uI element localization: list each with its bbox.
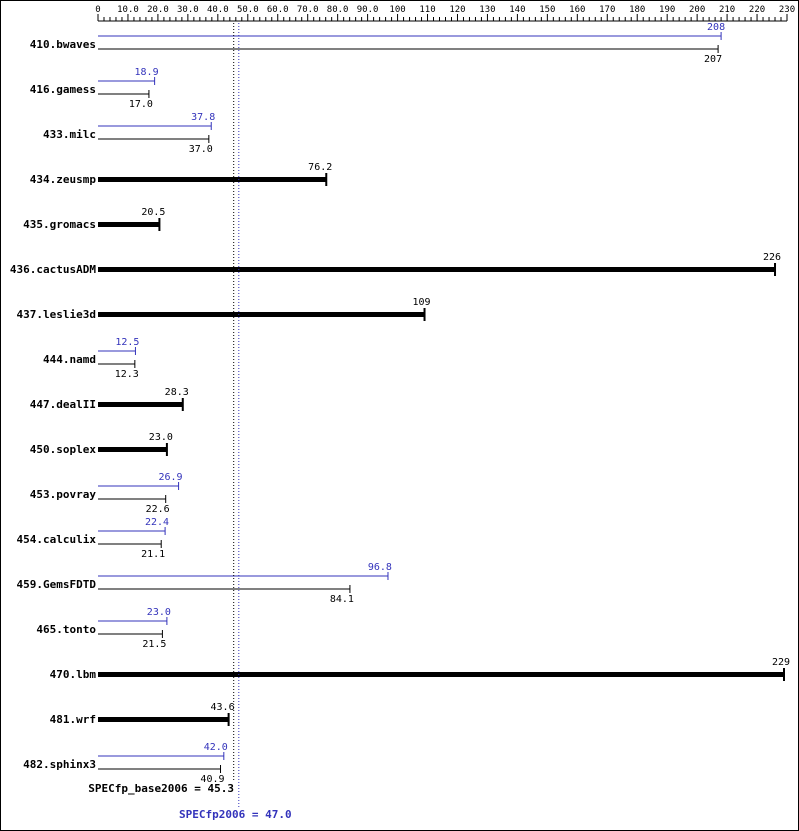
peak-value-label: 22.4 [145, 517, 169, 528]
base-summary-label: SPECfp_base2006 = 45.3 [88, 782, 234, 795]
base-value-label: 84.1 [330, 594, 354, 605]
benchmark-label: 410.bwaves [30, 38, 96, 51]
peak-value-label: 42.0 [204, 742, 228, 753]
base-bar-thick [98, 267, 776, 272]
axis-tick-label: 30.0 [177, 5, 199, 15]
base-bar-thick [98, 312, 425, 317]
axis-tick-label: 90.0 [357, 5, 379, 15]
axis-tick-label: 110 [419, 5, 435, 15]
base-value-label: 43.6 [211, 702, 235, 713]
axis-tick-label: 0 [95, 5, 100, 15]
base-bar-thick [98, 177, 327, 182]
benchmark-label: 435.gromacs [23, 218, 96, 231]
base-value-label: 37.0 [189, 144, 213, 155]
axis-tick-label: 60.0 [267, 5, 289, 15]
base-value-label: 40.9 [200, 774, 224, 785]
base-value-label: 76.2 [308, 162, 332, 173]
axis-tick-label: 80.0 [327, 5, 349, 15]
axis-tick-label: 160 [569, 5, 585, 15]
base-value-label: 28.3 [165, 387, 189, 398]
axis-tick-label: 20.0 [147, 5, 169, 15]
benchmark-label: 444.namd [43, 353, 96, 366]
benchmark-label: 465.tonto [36, 623, 96, 636]
peak-value-label: 37.8 [191, 112, 215, 123]
base-value-label: 109 [412, 297, 430, 308]
axis-tick-label: 130 [479, 5, 495, 15]
axis-tick-label: 220 [749, 5, 765, 15]
base-value-label: 17.0 [129, 99, 153, 110]
benchmark-label: 416.gamess [30, 83, 96, 96]
axis-tick-label: 150 [539, 5, 555, 15]
axis-tick-label: 170 [599, 5, 615, 15]
peak-summary-label: SPECfp2006 = 47.0 [179, 808, 292, 821]
base-value-label: 229 [772, 657, 790, 668]
peak-value-label: 12.5 [115, 337, 139, 348]
axis-tick-label: 100 [389, 5, 405, 15]
benchmark-label: 481.wrf [50, 713, 96, 726]
axis-tick-label: 40.0 [207, 5, 229, 15]
base-value-label: 207 [704, 54, 722, 65]
benchmark-label: 447.dealII [30, 398, 96, 411]
peak-value-label: 23.0 [147, 607, 171, 618]
benchmark-label: 482.sphinx3 [23, 758, 96, 771]
base-value-label: 21.1 [141, 549, 165, 560]
base-value-label: 226 [763, 252, 781, 263]
base-bar-thick [98, 672, 785, 677]
benchmark-label: 433.milc [43, 128, 96, 141]
base-value-label: 22.6 [146, 504, 170, 515]
axis-tick-label: 180 [629, 5, 645, 15]
peak-value-label: 208 [707, 22, 725, 33]
benchmark-label: 470.lbm [50, 668, 97, 681]
axis-tick-label: 190 [659, 5, 675, 15]
benchmark-label: 459.GemsFDTD [17, 578, 97, 591]
base-bar-thick [98, 222, 160, 227]
base-value-label: 23.0 [149, 432, 173, 443]
benchmark-label: 454.calculix [17, 533, 97, 546]
peak-value-label: 96.8 [368, 562, 392, 573]
axis-tick-label: 10.0 [117, 5, 139, 15]
axis-tick-label: 230 [779, 5, 795, 15]
axis-tick-label: 210 [719, 5, 735, 15]
axis-tick-label: 70.0 [297, 5, 319, 15]
peak-value-label: 26.9 [158, 472, 182, 483]
benchmark-label: 450.soplex [30, 443, 97, 456]
base-value-label: 20.5 [141, 207, 165, 218]
axis-tick-label: 120 [449, 5, 465, 15]
axis-tick-label: 140 [509, 5, 525, 15]
benchmark-label: 453.povray [30, 488, 97, 501]
base-bar-thick [98, 402, 183, 407]
benchmark-label: 437.leslie3d [17, 308, 96, 321]
base-bar-thick [98, 447, 167, 452]
axis-tick-label: 50.0 [237, 5, 259, 15]
peak-value-label: 18.9 [135, 67, 159, 78]
base-bar-thick [98, 717, 229, 722]
benchmark-label: 436.cactusADM [10, 263, 96, 276]
base-value-label: 21.5 [142, 639, 166, 650]
axis-tick-label: 200 [689, 5, 705, 15]
benchmark-label: 434.zeusmp [30, 173, 97, 186]
base-value-label: 12.3 [115, 369, 139, 380]
